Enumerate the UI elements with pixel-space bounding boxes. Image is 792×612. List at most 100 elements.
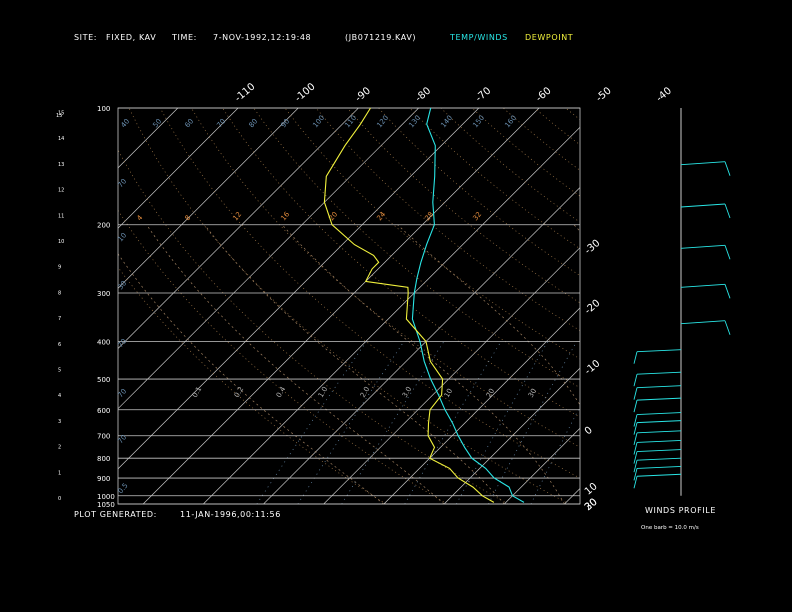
pressure-label: 600	[97, 407, 110, 415]
file-id: (JB071219.KAV)	[345, 33, 416, 42]
pressure-label: 200	[97, 222, 110, 230]
temperature-profile-line	[411, 107, 525, 503]
pressure-label: 1050	[97, 501, 115, 509]
height-km-label: 14	[58, 136, 64, 142]
wind-barb-staff	[636, 412, 682, 415]
footer: PLOT GENERATED: 11-JAN-1996,00:11:56 WIN…	[74, 506, 716, 531]
dry-adiabat-line	[378, 108, 580, 277]
wind-barb-staff	[636, 440, 682, 443]
winds-profile	[633, 108, 731, 496]
wind-barb-flag	[633, 387, 638, 400]
plot-frame	[117, 107, 581, 505]
wind-barb-flag	[633, 451, 638, 464]
winds-profile-title: WINDS PROFILE	[645, 506, 716, 515]
wind-barb-flag	[633, 351, 638, 364]
side-label: 70	[116, 177, 128, 189]
wind-barb-staff	[636, 349, 682, 353]
wind-barb-flag	[724, 161, 731, 176]
mixing-ratio-label: 20	[485, 387, 496, 399]
mixing-ratio-line	[530, 406, 580, 504]
wind-barb-staff	[636, 385, 682, 389]
wind-barb-staff	[636, 449, 682, 453]
isotherm-line	[118, 108, 299, 289]
dry-adiabat-line	[118, 149, 509, 504]
adiabat-label: 32	[471, 210, 483, 222]
pressure-label: 300	[97, 290, 110, 298]
plot-generated-label: PLOT GENERATED:	[74, 510, 157, 519]
wind-barb-staff	[680, 283, 726, 288]
mixing-ratio-label: 10	[443, 387, 454, 399]
site-label: SITE:	[74, 33, 97, 42]
adiabat-label: 4	[135, 213, 144, 222]
wind-barb-staff	[680, 203, 726, 208]
height-km-label: 8	[58, 290, 61, 296]
wind-barb-staff	[636, 465, 682, 469]
wind-barb-staff	[636, 371, 682, 375]
pressure-label: 700	[97, 433, 110, 441]
wind-barb-staff	[636, 473, 682, 477]
pressure-label: 400	[97, 338, 110, 346]
isotherm-line	[323, 247, 580, 504]
isotherm-line	[142, 108, 540, 504]
height-km-label: 15	[56, 113, 62, 119]
height-km-label: 9	[58, 265, 61, 271]
mixing-ratio-line	[488, 341, 578, 504]
wind-barb-flag	[633, 442, 638, 455]
dry-adiabat-line	[118, 209, 448, 504]
wind-barb-flag	[724, 320, 731, 335]
wind-barb-flag	[633, 476, 638, 489]
moist-adiabat-line	[118, 253, 385, 504]
dry-adiabat-line	[222, 108, 580, 418]
height-km-label: 2	[58, 445, 61, 451]
dry-adiabat-line	[315, 108, 580, 332]
wind-barb-staff	[680, 244, 726, 249]
dewpoint-profile-line	[323, 107, 495, 503]
temperature-tick-label: 0	[583, 425, 595, 438]
isotherm-line	[118, 108, 480, 470]
moist-adiabat-line	[281, 224, 565, 504]
wind-barb-staff	[680, 161, 726, 166]
wind-barb-flag	[633, 400, 638, 413]
height-km-label: 0	[58, 496, 61, 502]
isotherm-line	[118, 108, 239, 229]
wind-barb-flag	[633, 432, 638, 445]
isotherm-line	[383, 307, 580, 504]
plot-generated-value: 11-JAN-1996,00:11:56	[180, 510, 281, 519]
wind-barb-flag	[633, 460, 638, 473]
wind-barb-flag	[724, 203, 731, 219]
side-label: 70	[116, 387, 128, 399]
isotherm-line	[203, 126, 580, 504]
legend-temp: TEMP/WINDS	[449, 33, 508, 42]
isotherm-line	[118, 108, 359, 349]
legend-dew: DEWPOINT	[525, 33, 573, 42]
adiabat-label: 12	[231, 210, 243, 222]
isotherm-line	[504, 427, 580, 504]
isotherm-line	[263, 186, 580, 504]
pressure-label: 500	[97, 376, 110, 384]
theta-label: 80	[247, 117, 259, 129]
wind-barb-staff	[636, 457, 682, 461]
winds-barb-note: One barb = 10.0 m/s	[641, 525, 699, 531]
height-km-label: 12	[58, 188, 64, 194]
mixing-ratio-line	[297, 341, 405, 504]
adiabat-label: 20	[327, 210, 339, 222]
isotherm-line	[443, 367, 580, 504]
height-km-label: 6	[58, 342, 61, 348]
profiles	[323, 107, 525, 503]
wind-barb-flag	[633, 468, 638, 481]
theta-label: 90	[279, 117, 291, 129]
pressure-label: 800	[97, 455, 110, 463]
plot-area	[118, 108, 580, 504]
wind-barb-flag	[724, 284, 731, 299]
wind-barb-staff	[680, 320, 726, 325]
theta-label: 50	[151, 117, 163, 129]
side-label: 70	[116, 433, 128, 445]
mixing-ratio-line	[456, 341, 549, 504]
height-km-label: 15	[58, 111, 64, 117]
side-label: 30	[116, 279, 128, 291]
time-label: TIME:	[171, 33, 197, 42]
adiabat-label: 28	[423, 210, 435, 222]
pressure-label: 100	[97, 105, 110, 113]
